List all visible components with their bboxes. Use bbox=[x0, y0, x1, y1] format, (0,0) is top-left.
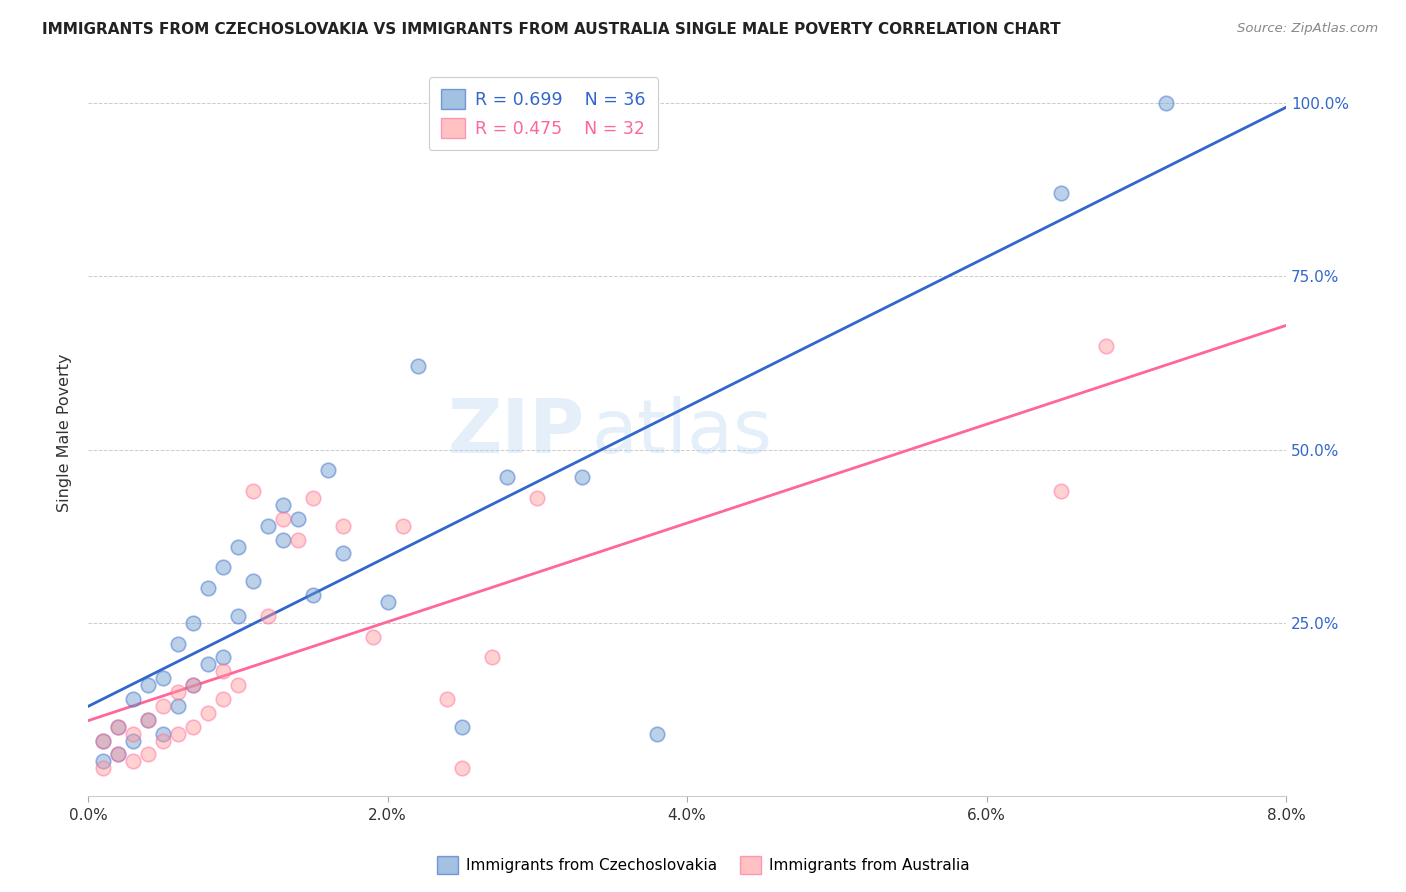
Point bbox=[122, 733, 145, 747]
Point bbox=[391, 518, 413, 533]
Point bbox=[377, 595, 399, 609]
Point bbox=[197, 581, 219, 595]
Point bbox=[242, 484, 264, 499]
Point bbox=[212, 665, 235, 679]
Point bbox=[167, 698, 190, 713]
Point bbox=[226, 608, 249, 623]
Point bbox=[226, 678, 249, 692]
Point bbox=[136, 713, 159, 727]
Point bbox=[91, 755, 114, 769]
Point bbox=[136, 713, 159, 727]
Point bbox=[1050, 186, 1073, 201]
Point bbox=[167, 685, 190, 699]
Legend: R = 0.699    N = 36, R = 0.475    N = 32: R = 0.699 N = 36, R = 0.475 N = 32 bbox=[429, 78, 658, 150]
Point bbox=[226, 540, 249, 554]
Text: ZIP: ZIP bbox=[449, 396, 585, 469]
Point bbox=[271, 512, 294, 526]
Point bbox=[256, 608, 278, 623]
Point bbox=[526, 491, 548, 505]
Point bbox=[332, 547, 354, 561]
Point bbox=[242, 574, 264, 589]
Point bbox=[152, 733, 174, 747]
Point bbox=[136, 747, 159, 762]
Point bbox=[406, 359, 429, 374]
Point bbox=[271, 533, 294, 547]
Point bbox=[451, 720, 474, 734]
Text: atlas: atlas bbox=[592, 396, 772, 469]
Point bbox=[136, 678, 159, 692]
Point bbox=[451, 761, 474, 775]
Point bbox=[1154, 96, 1177, 111]
Point bbox=[152, 726, 174, 740]
Point bbox=[91, 733, 114, 747]
Point bbox=[212, 692, 235, 706]
Point bbox=[481, 650, 503, 665]
Point bbox=[152, 671, 174, 685]
Point bbox=[181, 678, 204, 692]
Point bbox=[181, 720, 204, 734]
Point bbox=[91, 733, 114, 747]
Point bbox=[122, 755, 145, 769]
Point bbox=[181, 678, 204, 692]
Point bbox=[436, 692, 458, 706]
Point bbox=[152, 698, 174, 713]
Point bbox=[271, 498, 294, 512]
Point bbox=[122, 692, 145, 706]
Legend: Immigrants from Czechoslovakia, Immigrants from Australia: Immigrants from Czechoslovakia, Immigran… bbox=[430, 850, 976, 880]
Point bbox=[287, 533, 309, 547]
Point bbox=[107, 747, 129, 762]
Point bbox=[256, 518, 278, 533]
Point bbox=[1095, 338, 1118, 352]
Point bbox=[181, 615, 204, 630]
Point bbox=[107, 720, 129, 734]
Point bbox=[197, 706, 219, 720]
Point bbox=[107, 720, 129, 734]
Point bbox=[197, 657, 219, 672]
Point bbox=[316, 463, 339, 477]
Point bbox=[301, 491, 323, 505]
Point bbox=[571, 470, 593, 484]
Point bbox=[1050, 484, 1073, 499]
Point bbox=[332, 518, 354, 533]
Point bbox=[212, 650, 235, 665]
Point bbox=[167, 726, 190, 740]
Point bbox=[107, 747, 129, 762]
Point bbox=[645, 726, 668, 740]
Text: Source: ZipAtlas.com: Source: ZipAtlas.com bbox=[1237, 22, 1378, 36]
Point bbox=[301, 588, 323, 602]
Text: IMMIGRANTS FROM CZECHOSLOVAKIA VS IMMIGRANTS FROM AUSTRALIA SINGLE MALE POVERTY : IMMIGRANTS FROM CZECHOSLOVAKIA VS IMMIGR… bbox=[42, 22, 1060, 37]
Y-axis label: Single Male Poverty: Single Male Poverty bbox=[58, 353, 72, 511]
Point bbox=[496, 470, 519, 484]
Point bbox=[361, 630, 384, 644]
Point bbox=[91, 761, 114, 775]
Point bbox=[122, 726, 145, 740]
Point bbox=[167, 636, 190, 650]
Point bbox=[287, 512, 309, 526]
Point bbox=[212, 560, 235, 574]
